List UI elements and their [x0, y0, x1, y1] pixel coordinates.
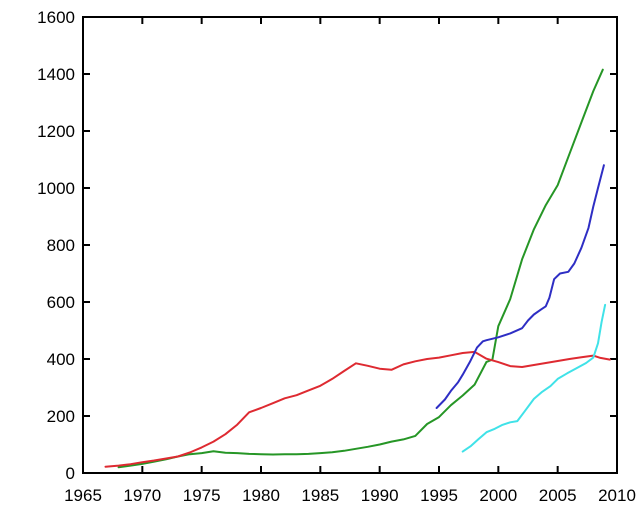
red-line	[104, 350, 611, 468]
y-tick-label: 200	[47, 407, 75, 426]
x-tick-label: 1975	[183, 486, 221, 505]
y-tick-label: 1200	[37, 122, 75, 141]
y-tick-label: 0	[66, 464, 75, 483]
y-tick-label: 1600	[37, 8, 75, 27]
cyan-line	[461, 303, 607, 453]
x-tick-label: 1965	[64, 486, 102, 505]
y-tick-label: 400	[47, 350, 75, 369]
x-tick-label: 2010	[598, 486, 636, 505]
y-tick-label: 800	[47, 236, 75, 255]
x-tick-label: 1990	[361, 486, 399, 505]
x-tick-label: 2000	[479, 486, 517, 505]
plot-border	[82, 16, 618, 474]
x-tick-label: 1995	[420, 486, 458, 505]
x-tick-label: 2005	[539, 486, 577, 505]
green-line	[117, 68, 604, 469]
x-tick-label: 1985	[301, 486, 339, 505]
y-tick-label: 1000	[37, 179, 75, 198]
y-tick-label: 600	[47, 293, 75, 312]
blue-line	[435, 164, 605, 409]
y-tick-label: 1400	[37, 65, 75, 84]
x-tick-label: 1970	[123, 486, 161, 505]
x-tick-label: 1980	[242, 486, 280, 505]
